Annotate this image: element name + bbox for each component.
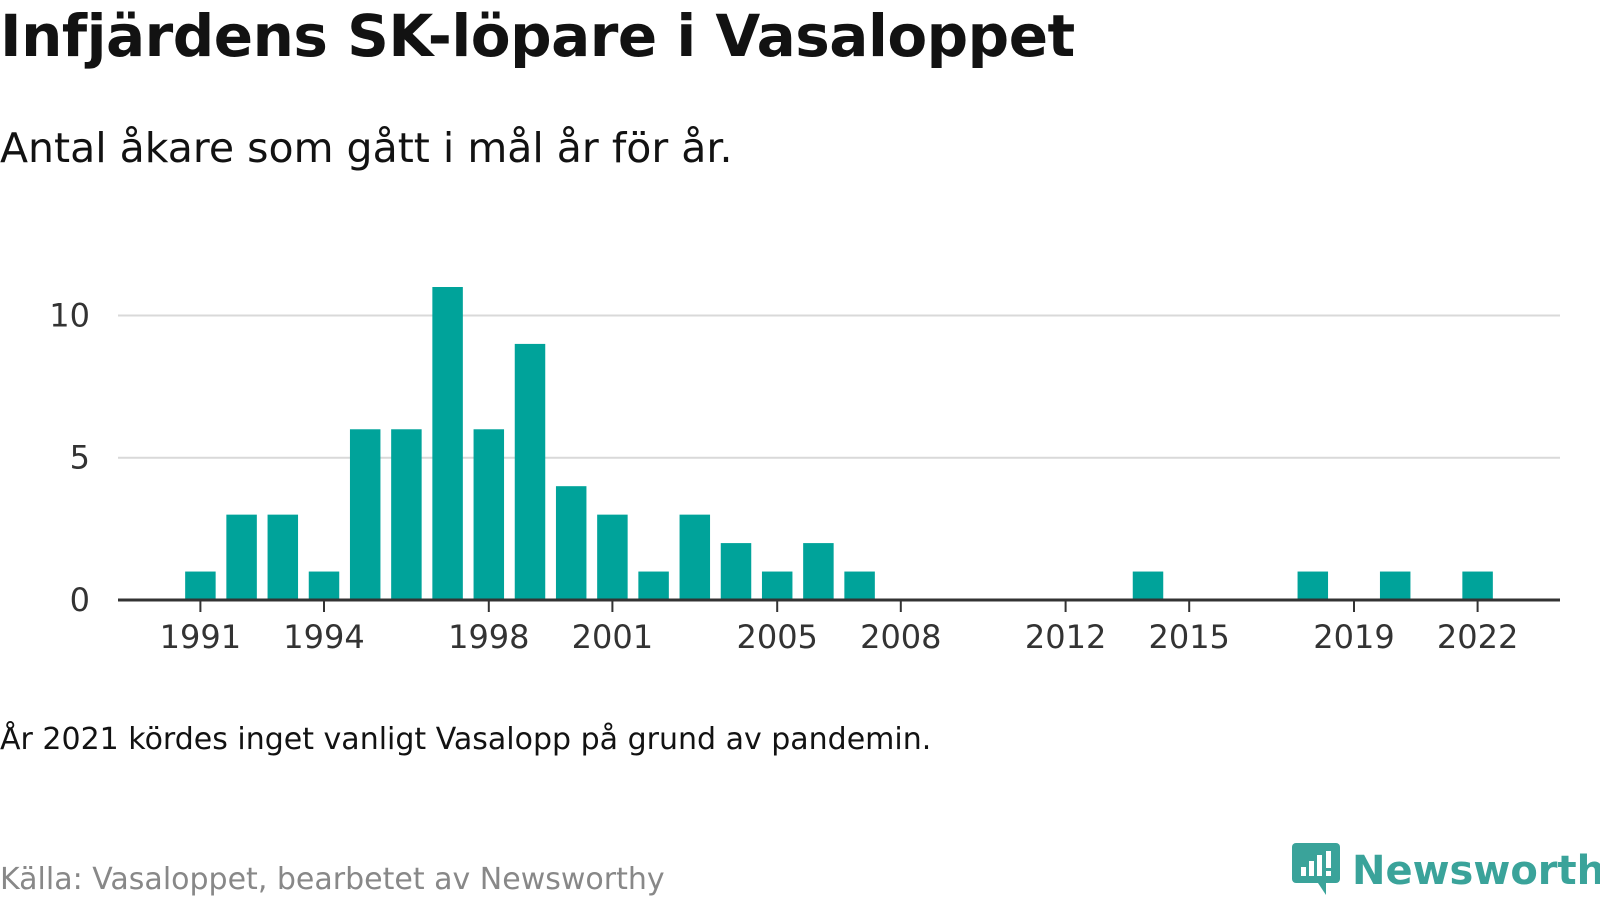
bar	[679, 514, 711, 600]
y-tick-label: 5	[70, 439, 90, 477]
bar	[803, 543, 834, 600]
bar	[1462, 571, 1493, 600]
bar	[720, 543, 752, 600]
x-tick-label: 2008	[860, 618, 941, 656]
bar	[185, 571, 216, 600]
bar	[473, 429, 505, 600]
x-tick-label: 1991	[160, 618, 241, 656]
chart-title: Infjärdens SK-löpare i Vasaloppet	[0, 2, 1075, 70]
bar	[1379, 571, 1411, 600]
source-credit: Källa: Vasaloppet, bearbetet av Newswort…	[0, 862, 665, 897]
bar	[1132, 571, 1164, 600]
x-tick-label: 2001	[572, 618, 653, 656]
bar	[349, 429, 381, 600]
chart-note: År 2021 kördes inget vanligt Vasalopp på…	[0, 722, 932, 757]
x-tick-label: 2019	[1313, 618, 1394, 656]
bar	[761, 571, 793, 600]
bar	[844, 571, 875, 600]
x-tick-label: 2015	[1148, 618, 1229, 656]
bars	[185, 287, 1493, 600]
x-tick-label: 1994	[283, 618, 364, 656]
x-tick-label: 1998	[448, 618, 529, 656]
bar	[555, 486, 587, 600]
brand-name: Newsworthy	[1352, 848, 1600, 894]
brand-logo: Newsworthy	[1292, 842, 1600, 900]
x-tick-label: 2012	[1025, 618, 1106, 656]
x-axis-ticks: 1991 1994 1998 2001 2005 2008 2012 2015 2019 2022	[160, 600, 1518, 656]
bar	[226, 514, 257, 600]
bar	[267, 514, 299, 600]
chart-subtitle: Antal åkare som gått i mål år för år.	[0, 124, 733, 172]
bar	[391, 429, 422, 600]
newsworthy-logo-icon	[1292, 843, 1340, 895]
x-tick-label: 2022	[1437, 618, 1518, 656]
bar	[514, 343, 546, 600]
bar	[597, 514, 628, 600]
bar	[308, 571, 340, 600]
gridlines	[118, 314, 1560, 459]
x-tick-label: 2005	[736, 618, 817, 656]
y-tick-label: 10	[49, 296, 90, 334]
y-tick-label: 0	[70, 581, 90, 619]
bar	[1297, 571, 1329, 600]
y-axis-ticks: 0 5 10	[49, 296, 90, 619]
bar	[638, 571, 669, 600]
bar	[432, 287, 463, 600]
